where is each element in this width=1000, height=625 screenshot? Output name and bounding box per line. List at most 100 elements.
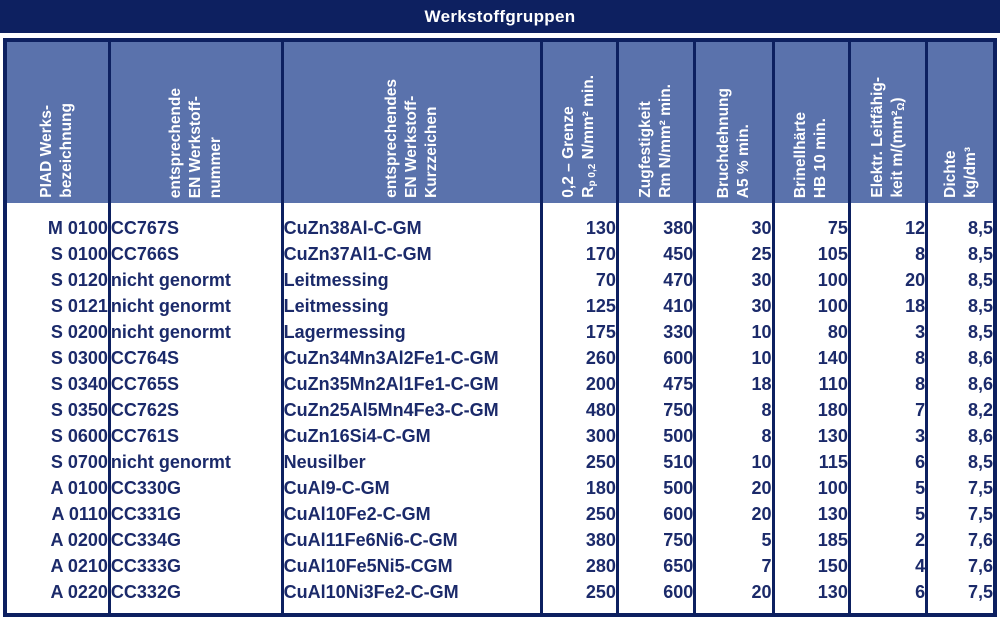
cell-dichte: 8,5 [925, 215, 997, 241]
table-row: A 0210 CC333G CuAl10Fe5Ni5-CGM 280 650 7 150 4 7… [3, 553, 997, 579]
cell-en_nummer: CC761S [107, 423, 284, 449]
cell-piad: S 0300 [3, 345, 111, 371]
spacer-cell [693, 605, 775, 615]
spacer-cell [847, 203, 929, 215]
column-header-label-leitfaehigkeit: Elektr. Leitfähig-keit m/(mm²Ω) [868, 77, 908, 198]
cell-piad: S 0700 [3, 449, 111, 475]
column-header-label-en_nummer: entsprechende EN Werkstoff-nummer [166, 87, 224, 198]
cell-en_nummer: nicht genormt [107, 319, 284, 345]
cell-dichte: 7,5 [925, 475, 997, 501]
column-header-kurzzeichen: entsprechendes EN Werkstoff- Kurzzeichen [280, 40, 543, 203]
cell-rp02: 480 [539, 397, 619, 423]
cell-en_nummer: CC334G [107, 527, 284, 553]
cell-kurzzeichen: CuZn16Si4-C-GM [280, 423, 543, 449]
column-header-label-kurzzeichen: entsprechendes EN Werkstoff- Kurzzeichen [382, 79, 440, 198]
table-row: S 0121 nicht genormt Leitmessing 125 410 30 10… [3, 293, 997, 319]
cell-dichte: 8,5 [925, 449, 997, 475]
table-row: A 0200 CC334G CuAl11Fe6Ni6-C-GM 380 750 5 185 2… [3, 527, 997, 553]
cell-leitfaehigkeit: 5 [847, 475, 929, 501]
cell-rp02: 260 [539, 345, 619, 371]
cell-rp02: 180 [539, 475, 619, 501]
cell-rm: 475 [615, 371, 697, 397]
cell-rp02: 280 [539, 553, 619, 579]
cell-hb: 140 [771, 345, 851, 371]
cell-rp02: 170 [539, 241, 619, 267]
cell-leitfaehigkeit: 6 [847, 579, 929, 605]
cell-dichte: 8,6 [925, 371, 997, 397]
cell-en_nummer: nicht genormt [107, 449, 284, 475]
cell-kurzzeichen: CuAl10Fe5Ni5-CGM [280, 553, 543, 579]
spacer-cell [539, 203, 619, 215]
column-header-rp02: 0,2 – Grenze Rp 0,2 N/mm² min. [539, 40, 619, 203]
table-title-bar: Werkstoffgruppen [0, 0, 1000, 33]
cell-hb: 100 [771, 267, 851, 293]
table-row: M 0100 CC767S CuZn38Al-C-GM 130 380 30 75 12 8,5 [3, 215, 997, 241]
column-header-piad: PIAD Werks-bezeichnung [3, 40, 111, 203]
cell-piad: S 0350 [3, 397, 111, 423]
spacer-cell [280, 203, 543, 215]
column-header-label-hb: Brinellhärte HB 10 min. [792, 111, 830, 198]
cell-leitfaehigkeit: 4 [847, 553, 929, 579]
cell-kurzzeichen: Lagermessing [280, 319, 543, 345]
cell-leitfaehigkeit: 2 [847, 527, 929, 553]
cell-hb: 130 [771, 579, 851, 605]
cell-leitfaehigkeit: 8 [847, 345, 929, 371]
cell-kurzzeichen: CuAl10Fe2-C-GM [280, 501, 543, 527]
cell-piad: S 0120 [3, 267, 111, 293]
cell-rm: 600 [615, 345, 697, 371]
cell-rp02: 380 [539, 527, 619, 553]
cell-kurzzeichen: CuZn38Al-C-GM [280, 215, 543, 241]
cell-en_nummer: CC333G [107, 553, 284, 579]
spacer-cell [107, 203, 284, 215]
spacer-cell [107, 605, 284, 615]
cell-kurzzeichen: Neusilber [280, 449, 543, 475]
cell-hb: 115 [771, 449, 851, 475]
cell-a5: 10 [693, 319, 775, 345]
column-header-label-a5: Bruchdehnung A5 % min. [714, 87, 752, 198]
spacer-cell [771, 605, 851, 615]
cell-hb: 180 [771, 397, 851, 423]
table-row: A 0220 CC332G CuAl10Ni3Fe2-C-GM 250 600 20 130… [3, 579, 997, 605]
spacer-cell [539, 605, 619, 615]
cell-dichte: 8,6 [925, 345, 997, 371]
cell-rm: 450 [615, 241, 697, 267]
spacer-cell [3, 605, 111, 615]
spacer-row [3, 605, 997, 615]
cell-leitfaehigkeit: 12 [847, 215, 929, 241]
spacer-cell [847, 605, 929, 615]
cell-hb: 75 [771, 215, 851, 241]
cell-dichte: 7,5 [925, 579, 997, 605]
cell-rm: 470 [615, 267, 697, 293]
cell-a5: 18 [693, 371, 775, 397]
cell-dichte: 8,5 [925, 319, 997, 345]
cell-rp02: 130 [539, 215, 619, 241]
cell-hb: 110 [771, 371, 851, 397]
cell-a5: 10 [693, 449, 775, 475]
cell-hb: 100 [771, 475, 851, 501]
cell-kurzzeichen: CuAl9-C-GM [280, 475, 543, 501]
spacer-cell [615, 605, 697, 615]
cell-kurzzeichen: CuAl11Fe6Ni6-C-GM [280, 527, 543, 553]
cell-rm: 750 [615, 397, 697, 423]
cell-rm: 500 [615, 475, 697, 501]
cell-piad: M 0100 [3, 215, 111, 241]
cell-a5: 8 [693, 397, 775, 423]
cell-rp02: 200 [539, 371, 619, 397]
column-header-label-rp02: 0,2 – Grenze Rp 0,2 N/mm² min. [560, 75, 599, 198]
column-header-label-piad: PIAD Werks-bezeichnung [38, 103, 76, 198]
cell-kurzzeichen: CuZn25Al5Mn4Fe3-C-GM [280, 397, 543, 423]
cell-piad: A 0100 [3, 475, 111, 501]
cell-rp02: 125 [539, 293, 619, 319]
table-row: S 0350 CC762S CuZn25Al5Mn4Fe3-C-GM 480 750 8 1… [3, 397, 997, 423]
cell-dichte: 7,6 [925, 527, 997, 553]
column-header-dichte: Dichte kg/dm³ [925, 40, 997, 203]
cell-en_nummer: CC331G [107, 501, 284, 527]
column-header-leitfaehigkeit: Elektr. Leitfähig-keit m/(mm²Ω) [847, 40, 929, 203]
cell-piad: S 0121 [3, 293, 111, 319]
cell-a5: 10 [693, 345, 775, 371]
cell-leitfaehigkeit: 8 [847, 371, 929, 397]
cell-rm: 510 [615, 449, 697, 475]
cell-piad: S 0200 [3, 319, 111, 345]
cell-leitfaehigkeit: 3 [847, 423, 929, 449]
cell-leitfaehigkeit: 8 [847, 241, 929, 267]
